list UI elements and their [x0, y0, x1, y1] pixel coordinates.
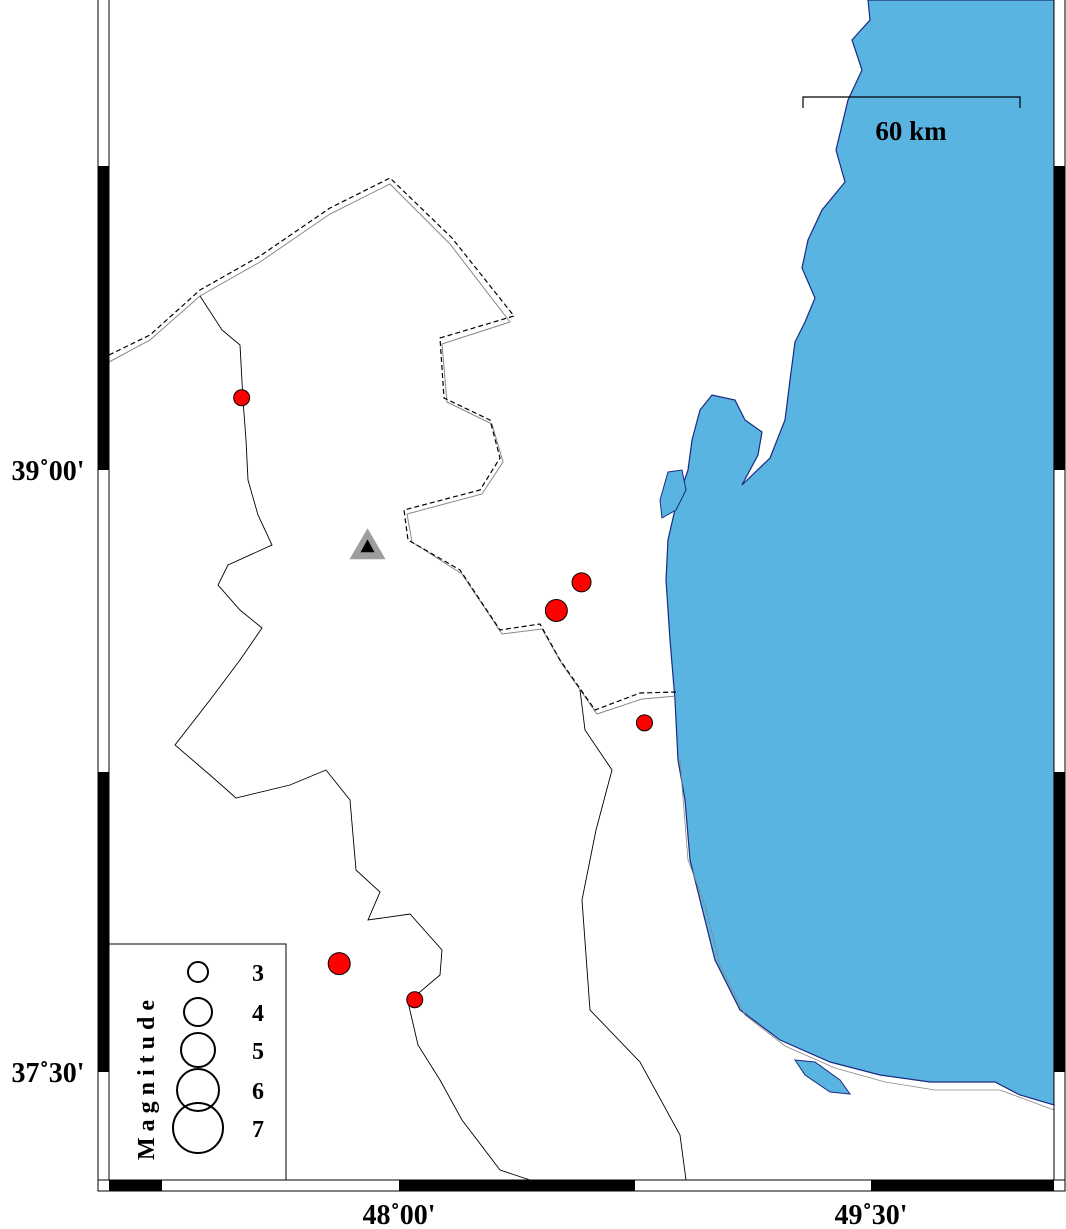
lat-tick-label: 39˚00' [11, 456, 84, 487]
legend-circle [180, 1032, 216, 1068]
scale-bar: 60 km [802, 96, 1021, 146]
lagoon [659, 469, 687, 519]
legend-circle [172, 1102, 224, 1154]
lon-tick-label: 48˚00' [362, 1200, 435, 1229]
province-line [579, 689, 687, 1181]
border-grey [108, 183, 678, 715]
lon-tick-label: 49˚30' [834, 1200, 907, 1229]
legend-title: Magnitude [134, 994, 160, 1160]
legend-circle [176, 1068, 220, 1112]
earthquake-event [544, 598, 568, 622]
station-core-icon [360, 539, 375, 553]
scale-bar-label: 60 km [875, 116, 947, 146]
legend: Magnitude 3 4 5 6 7 [108, 943, 287, 1181]
island [793, 1059, 852, 1095]
coast-outline [679, 759, 1055, 1111]
earthquake-event [571, 572, 592, 593]
legend-circle [187, 961, 209, 983]
earthquake-event [406, 991, 424, 1009]
sea [665, 0, 1055, 1106]
earthquake-event [635, 714, 653, 732]
legend-label: 7 [252, 1117, 264, 1143]
legend-label: 3 [252, 961, 264, 987]
lat-tick-label: 37˚30' [11, 1058, 84, 1089]
earthquake-event [233, 389, 251, 407]
legend-label: 5 [252, 1039, 264, 1065]
earthquake-event [327, 952, 351, 976]
border-dashed [108, 177, 677, 711]
legend-circle [183, 997, 213, 1027]
legend-label: 4 [252, 1001, 264, 1027]
legend-label: 6 [252, 1079, 264, 1105]
